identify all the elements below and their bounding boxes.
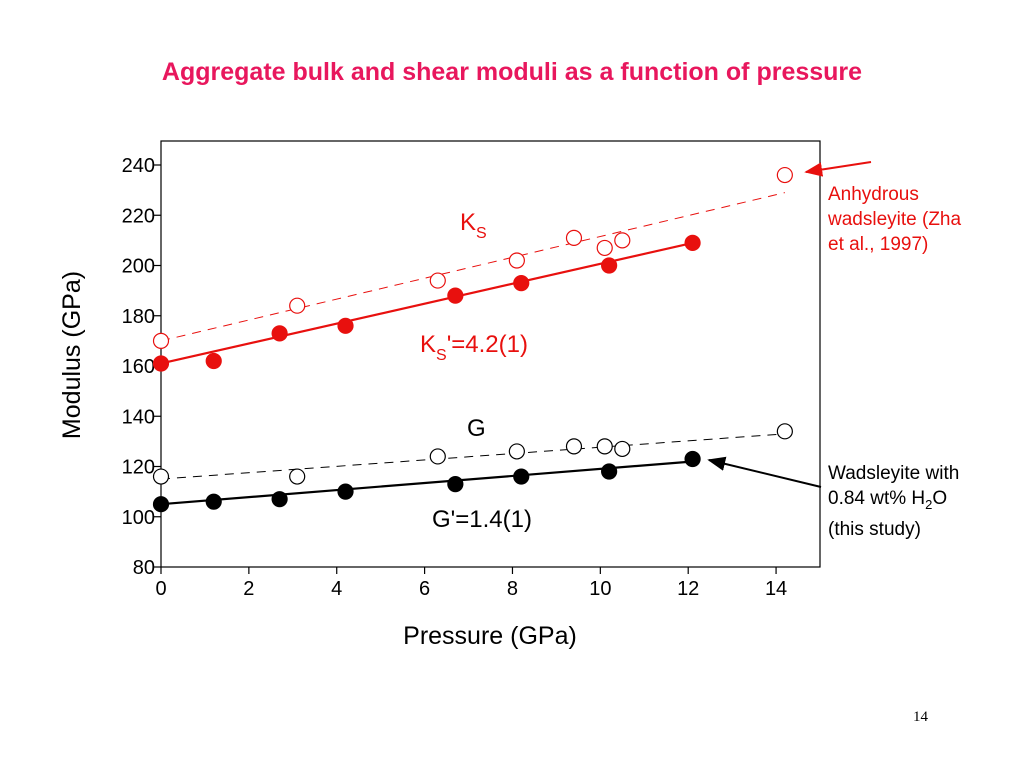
plot-frame	[160, 140, 821, 568]
g-label: G	[467, 415, 486, 442]
ks_anhydrous-point	[614, 232, 631, 249]
g_hydrous-point	[513, 468, 530, 485]
hydrous-annotation-line2-pre: 0.84 wt% H	[828, 488, 926, 509]
ks-label-main: K	[460, 209, 476, 236]
ks_anhydrous-point	[508, 252, 525, 269]
y-tick-label: 160	[122, 356, 155, 378]
y-tick-label: 240	[122, 155, 155, 177]
y-tick-label: 100	[122, 507, 155, 529]
ks_anhydrous-fit-line	[160, 192, 785, 342]
hydrous-annotation-line2-sub: 2	[925, 496, 933, 512]
g_anhydrous-point	[152, 468, 170, 485]
x-tick-label: 14	[765, 578, 787, 600]
x-tick-label: 12	[677, 578, 699, 600]
y-tick-label: 220	[122, 205, 155, 227]
x-tick-label: 4	[331, 578, 342, 600]
ks_hydrous-point	[601, 257, 618, 274]
ks_anhydrous-point	[152, 332, 170, 349]
slide-title: Aggregate bulk and shear moduli as a fun…	[161, 58, 863, 86]
ks_hydrous-point	[684, 234, 701, 251]
y-tick-label: 140	[122, 406, 155, 428]
ks_anhydrous-point	[776, 166, 793, 184]
hydrous-annotation: Wadsleyite with 0.84 wt% H2O (this study…	[828, 461, 959, 542]
hydrous-annotation-line3: (this study)	[828, 518, 921, 540]
x-tick-label: 0	[155, 578, 166, 600]
x-tick-label: 8	[507, 578, 518, 600]
ks_anhydrous-point	[429, 272, 446, 289]
x-tick-label: 6	[419, 578, 430, 600]
g_hydrous-point	[271, 491, 288, 508]
y-tick-label: 180	[122, 306, 155, 328]
g_hydrous-point	[205, 493, 222, 510]
page-number: 14	[913, 709, 928, 725]
y-axis-label: Modulus (GPa)	[58, 271, 86, 439]
g_anhydrous-point	[776, 423, 793, 440]
g_anhydrous-point	[596, 438, 613, 455]
g_anhydrous-point	[289, 468, 306, 485]
anhydrous-annotation-line2: wadsleyite (Zha	[828, 209, 962, 230]
g-prime-label: G'=1.4(1)	[432, 506, 532, 533]
ks_anhydrous-point	[565, 229, 583, 246]
y-tick-label: 80	[133, 557, 155, 579]
x-tick-label: 2	[243, 578, 254, 600]
ks_hydrous-point	[271, 325, 288, 342]
anhydrous-pointer-arrow	[804, 161, 872, 177]
ks_hydrous-point	[513, 274, 530, 292]
hydrous-annotation-line1: Wadsleyite with	[828, 463, 960, 484]
ks-prime-label-rest: '=4.2(1)	[447, 331, 528, 358]
ks_hydrous-point	[337, 317, 354, 334]
anhydrous-annotation-line1: Anhydrous	[828, 184, 919, 205]
g_anhydrous-point	[614, 440, 631, 458]
g_hydrous-point	[684, 450, 701, 468]
anhydrous-annotation: Anhydrous wadsleyite (Zha et al., 1997)	[828, 182, 961, 257]
g_hydrous-point	[447, 475, 464, 493]
anhydrous-annotation-line3: et al., 1997)	[828, 234, 929, 255]
ks_hydrous-point	[205, 352, 222, 370]
g_anhydrous-point	[508, 443, 525, 460]
hydrous-pointer-arrow	[707, 456, 822, 488]
g_anhydrous-fit-line	[160, 433, 785, 480]
g_hydrous-point	[152, 496, 170, 513]
ks-label: KS	[460, 209, 487, 242]
g_anhydrous-point	[565, 438, 583, 455]
x-axis-label: Pressure (GPa)	[403, 622, 577, 650]
y-tick-label: 120	[122, 457, 155, 479]
ks_hydrous-point	[447, 287, 464, 304]
g_anhydrous-point	[429, 448, 446, 465]
ks_hydrous-point	[152, 355, 170, 372]
g_hydrous-point	[337, 483, 354, 500]
g_hydrous-point	[601, 463, 618, 480]
ks-prime-label-main: K	[420, 331, 436, 358]
hydrous-annotation-line2: 0.84 wt% H2O	[828, 486, 959, 517]
x-tick-label: 10	[589, 578, 611, 600]
y-tick-label: 200	[122, 256, 155, 278]
ks-prime-label: KS'=4.2(1)	[420, 331, 528, 364]
hydrous-annotation-line2-post: O	[932, 488, 948, 509]
ks-prime-label-sub: S	[436, 347, 447, 364]
ks_anhydrous-point	[289, 297, 306, 314]
ks_anhydrous-point	[596, 239, 613, 257]
ks-label-sub: S	[476, 225, 487, 242]
